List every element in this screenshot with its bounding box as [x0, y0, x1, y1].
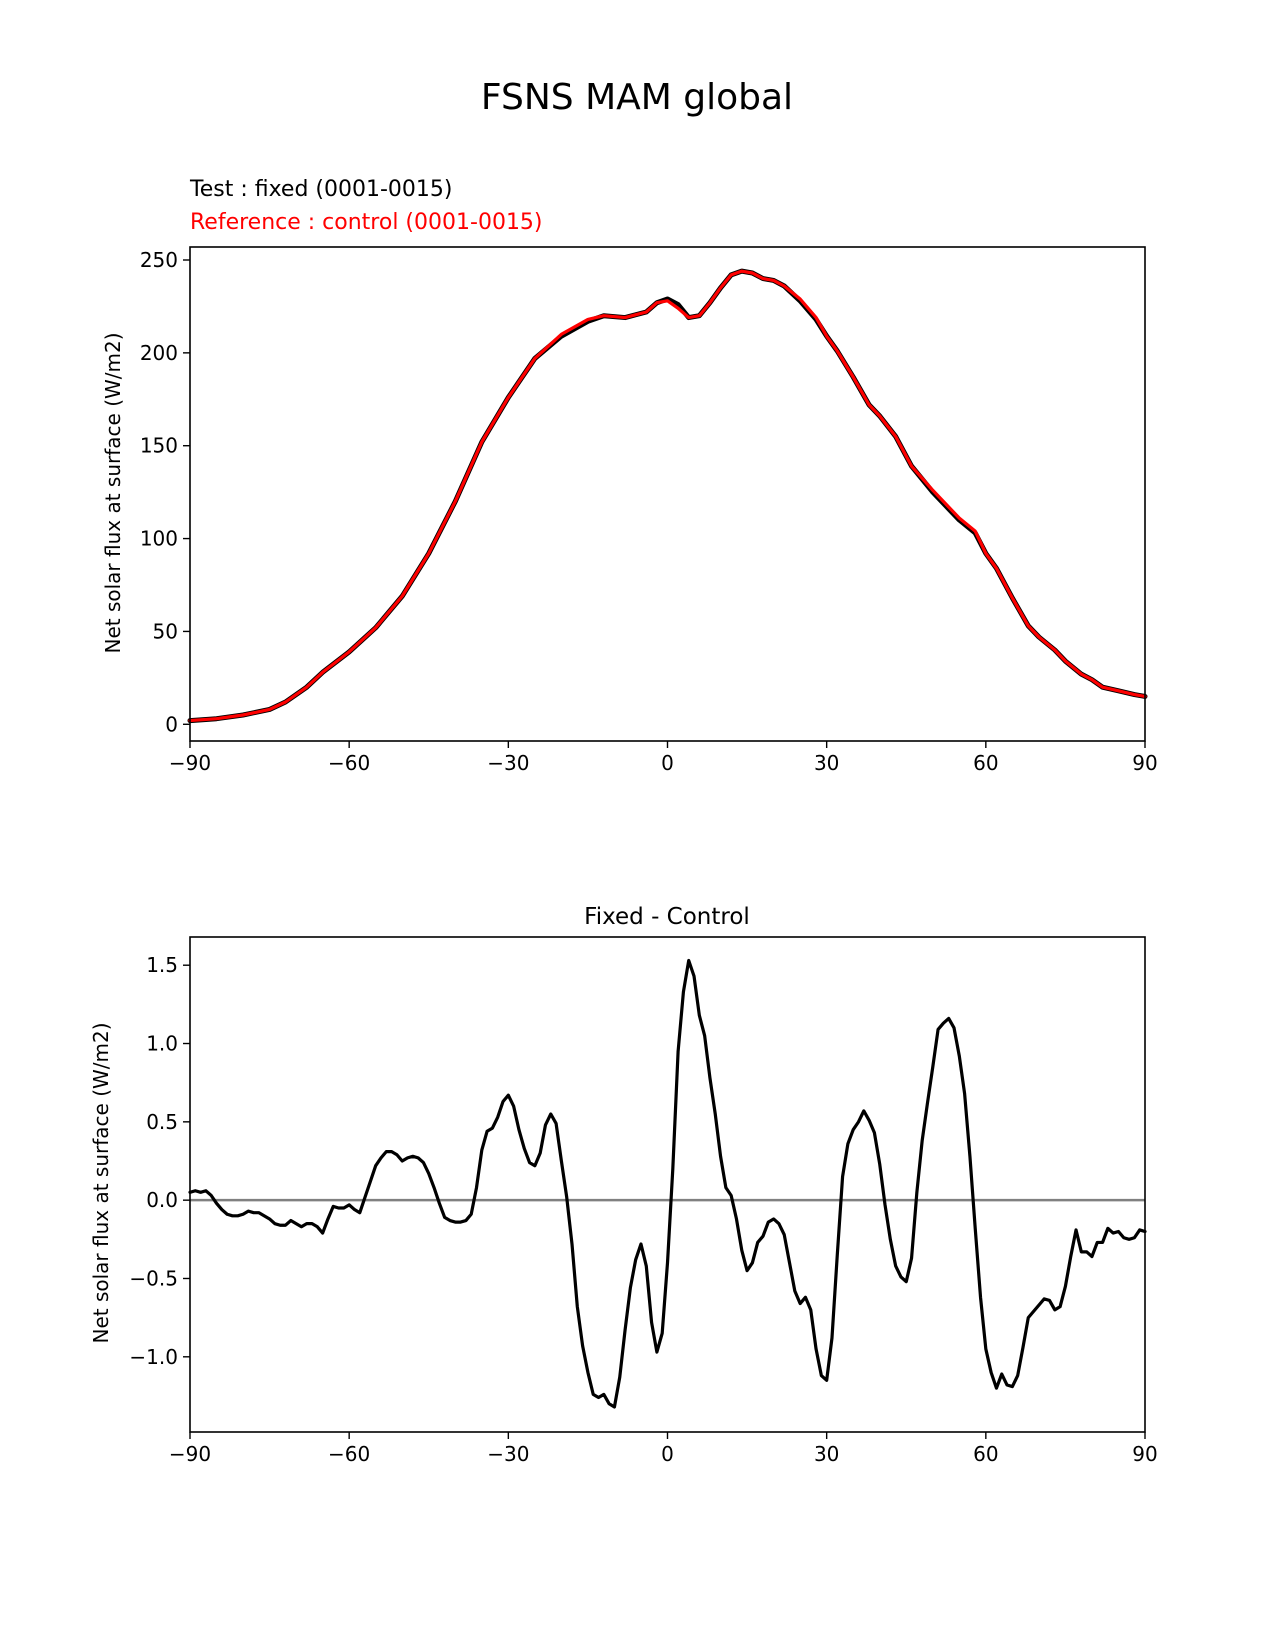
y-tick-label: 1.5: [146, 953, 178, 977]
y-tick-label: −0.5: [129, 1266, 178, 1290]
y-tick-label: −1.0: [129, 1345, 178, 1369]
y-tick-label: 50: [153, 619, 178, 643]
x-tick-label: 60: [973, 1442, 998, 1466]
x-tick-label: −60: [328, 751, 370, 775]
x-tick-label: −90: [169, 751, 211, 775]
top-y-axis-label: Net solar flux at surface (W/m2): [101, 332, 125, 653]
x-tick-label: 90: [1132, 1442, 1157, 1466]
x-tick-label: −30: [487, 1442, 529, 1466]
x-tick-label: 90: [1132, 751, 1157, 775]
y-tick-label: 0.5: [146, 1110, 178, 1134]
test-series-line: [187, 268, 1148, 724]
bottom-panel: Fixed - Control Net solar flux at surfac…: [89, 904, 1158, 1466]
y-tick-label: 100: [140, 527, 178, 551]
y-tick-label: 0.0: [146, 1188, 178, 1212]
figure-title: FSNS MAM global: [481, 77, 793, 118]
bottom-panel-title: Fixed - Control: [584, 904, 750, 930]
y-tick-label: 1.0: [146, 1032, 178, 1056]
reference-series-line: [188, 269, 1147, 723]
y-tick-label: 0: [165, 712, 178, 736]
x-tick-label: −60: [328, 1442, 370, 1466]
x-tick-label: 0: [661, 1442, 674, 1466]
x-tick-label: 0: [661, 751, 674, 775]
x-tick-label: −30: [487, 751, 529, 775]
top-panel: Test : fixed (0001-0015) Reference : con…: [101, 177, 1158, 775]
bottom-y-axis-label: Net solar flux at surface (W/m2): [89, 1022, 113, 1343]
reference-label: Reference : control (0001-0015): [190, 210, 543, 235]
x-tick-label: 30: [814, 1442, 839, 1466]
x-tick-label: −90: [169, 1442, 211, 1466]
x-tick-label: 60: [973, 751, 998, 775]
difference-series-line: [188, 958, 1147, 1409]
x-tick-label: 30: [814, 751, 839, 775]
y-tick-label: 200: [140, 341, 178, 365]
plot-frame: [189, 936, 1146, 1433]
test-label: Test : fixed (0001-0015): [189, 177, 453, 202]
y-tick-label: 250: [140, 248, 178, 272]
y-tick-label: 150: [140, 434, 178, 458]
